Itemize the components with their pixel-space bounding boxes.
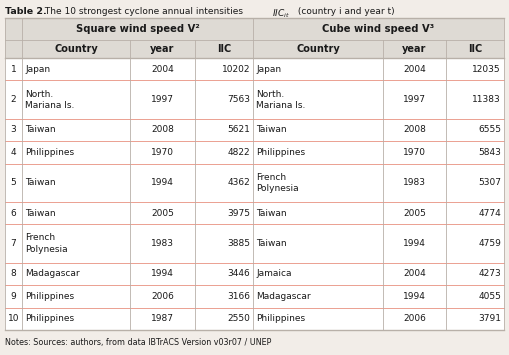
Text: year: year <box>150 44 175 54</box>
Text: 1997: 1997 <box>151 95 174 104</box>
Text: 4822: 4822 <box>228 148 250 157</box>
Text: 11383: 11383 <box>472 95 501 104</box>
Text: 1994: 1994 <box>151 178 174 187</box>
Text: 2005: 2005 <box>151 209 174 218</box>
Text: Jamaica: Jamaica <box>256 269 292 278</box>
Text: 7: 7 <box>11 239 16 248</box>
Text: 3975: 3975 <box>227 209 250 218</box>
Text: 1987: 1987 <box>151 314 174 323</box>
Text: 1994: 1994 <box>403 292 426 301</box>
Text: 3: 3 <box>11 125 16 135</box>
Text: 3885: 3885 <box>227 239 250 248</box>
Text: 8: 8 <box>11 269 16 278</box>
Text: French
Polynesia: French Polynesia <box>256 173 299 193</box>
Text: 4759: 4759 <box>478 239 501 248</box>
Text: 4774: 4774 <box>478 209 501 218</box>
Text: Japan: Japan <box>256 65 281 74</box>
Text: 3446: 3446 <box>227 269 250 278</box>
Text: 9: 9 <box>11 292 16 301</box>
Bar <box>5 18 504 330</box>
Text: Cube wind speed V³: Cube wind speed V³ <box>322 24 435 34</box>
Text: Madagascar: Madagascar <box>256 292 310 301</box>
Text: The 10 strongest cyclone annual intensities: The 10 strongest cyclone annual intensit… <box>42 7 246 16</box>
Text: 3791: 3791 <box>478 314 501 323</box>
Text: 6555: 6555 <box>478 125 501 135</box>
Text: 3166: 3166 <box>227 292 250 301</box>
Text: IIC: IIC <box>217 44 231 54</box>
Text: 2004: 2004 <box>151 65 174 74</box>
Text: 5307: 5307 <box>478 178 501 187</box>
Text: 1983: 1983 <box>151 239 174 248</box>
Text: Taiwan: Taiwan <box>25 178 55 187</box>
Text: 2004: 2004 <box>403 65 426 74</box>
Text: 1: 1 <box>11 65 16 74</box>
Text: 5621: 5621 <box>227 125 250 135</box>
Text: Philippines: Philippines <box>25 292 74 301</box>
Text: Notes: Sources: authors, from data IBTrACS Version v03r07 / UNEP: Notes: Sources: authors, from data IBTrA… <box>5 338 271 347</box>
Text: 4055: 4055 <box>478 292 501 301</box>
Text: Japan: Japan <box>25 65 50 74</box>
Text: 7563: 7563 <box>227 95 250 104</box>
Text: 1997: 1997 <box>403 95 426 104</box>
Text: 2006: 2006 <box>403 314 426 323</box>
Text: 2008: 2008 <box>403 125 426 135</box>
Text: 1994: 1994 <box>151 269 174 278</box>
Text: Square wind speed V²: Square wind speed V² <box>76 24 200 34</box>
Text: Taiwan: Taiwan <box>25 125 55 135</box>
Bar <box>5 40 504 58</box>
Text: 2005: 2005 <box>403 209 426 218</box>
Text: Philippines: Philippines <box>25 148 74 157</box>
Text: Country: Country <box>296 44 340 54</box>
Text: 1970: 1970 <box>151 148 174 157</box>
Text: 5: 5 <box>11 178 16 187</box>
Text: 10: 10 <box>8 314 19 323</box>
Text: French
Polynesia: French Polynesia <box>25 233 68 253</box>
Text: Table 2.: Table 2. <box>5 7 47 16</box>
Text: year: year <box>402 44 427 54</box>
Text: 2550: 2550 <box>227 314 250 323</box>
Text: Philippines: Philippines <box>25 314 74 323</box>
Text: 1983: 1983 <box>403 178 426 187</box>
Text: Country: Country <box>54 44 98 54</box>
Text: (country i and year t): (country i and year t) <box>295 7 394 16</box>
Text: 5843: 5843 <box>478 148 501 157</box>
Text: 10202: 10202 <box>221 65 250 74</box>
Text: Philippines: Philippines <box>256 148 305 157</box>
Text: 4362: 4362 <box>227 178 250 187</box>
Text: IIC: IIC <box>468 44 482 54</box>
Text: 2008: 2008 <box>151 125 174 135</box>
Text: 6: 6 <box>11 209 16 218</box>
Text: 1994: 1994 <box>403 239 426 248</box>
Bar <box>5 18 504 40</box>
Text: Taiwan: Taiwan <box>256 239 287 248</box>
Text: North.
Mariana Is.: North. Mariana Is. <box>256 89 305 110</box>
Text: 12035: 12035 <box>472 65 501 74</box>
Text: Madagascar: Madagascar <box>25 269 79 278</box>
Text: Taiwan: Taiwan <box>25 209 55 218</box>
Text: 1970: 1970 <box>403 148 426 157</box>
Text: Taiwan: Taiwan <box>256 209 287 218</box>
Text: 2006: 2006 <box>151 292 174 301</box>
Text: 4273: 4273 <box>478 269 501 278</box>
Text: North.
Mariana Is.: North. Mariana Is. <box>25 89 74 110</box>
Text: $\mathit{IIC}_{it}$: $\mathit{IIC}_{it}$ <box>272 7 290 20</box>
Text: Philippines: Philippines <box>256 314 305 323</box>
Text: 4: 4 <box>11 148 16 157</box>
Text: 2: 2 <box>11 95 16 104</box>
Text: Taiwan: Taiwan <box>256 125 287 135</box>
Text: 2004: 2004 <box>403 269 426 278</box>
